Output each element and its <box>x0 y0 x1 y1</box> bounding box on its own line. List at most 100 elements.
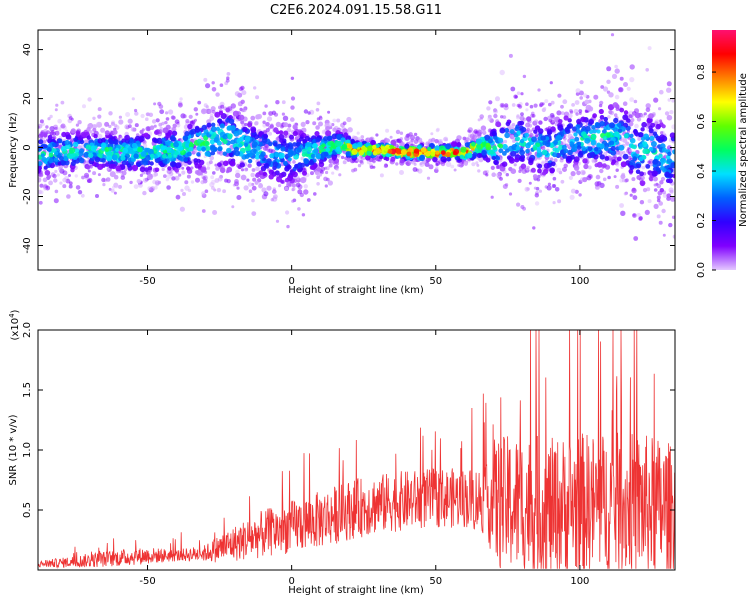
spectral-point <box>529 104 534 109</box>
spectral-point <box>319 159 324 164</box>
spectral-point <box>284 186 289 191</box>
spectral-point <box>408 132 413 137</box>
spectral-point <box>563 140 567 144</box>
spectral-point <box>184 180 189 185</box>
spectral-point <box>620 174 626 180</box>
spectral-point <box>227 133 233 139</box>
spectral-point <box>445 161 452 167</box>
spectral-point <box>195 177 200 183</box>
spectral-point <box>335 167 339 171</box>
spectral-point <box>225 78 230 83</box>
spectral-point <box>307 146 313 152</box>
spectral-point <box>55 103 59 107</box>
spectral-point <box>628 148 633 153</box>
spectral-point <box>42 139 47 144</box>
spectral-point <box>308 159 315 166</box>
spectral-point <box>481 150 487 156</box>
spectral-point <box>283 122 289 128</box>
spectral-point <box>285 210 290 215</box>
spectral-point <box>672 234 675 239</box>
spectral-point <box>357 141 363 148</box>
spectral-point <box>499 165 506 172</box>
chart-title: C2E6.2024.091.15.58.G11 <box>270 3 442 18</box>
spectral-point <box>230 125 236 131</box>
spectral-point <box>45 125 49 129</box>
spectral-point <box>556 167 562 173</box>
spectral-point <box>498 137 504 143</box>
spectral-point <box>247 122 253 128</box>
spectral-point <box>632 144 637 150</box>
spectral-point <box>290 105 295 110</box>
spectral-point <box>413 148 420 154</box>
spectral-point <box>167 166 172 171</box>
spectral-point <box>587 146 593 152</box>
spectral-point <box>662 233 666 237</box>
spectral-point <box>240 174 247 181</box>
spectral-point <box>366 145 373 152</box>
spectral-point <box>604 146 609 152</box>
spectral-point <box>574 136 580 142</box>
spectral-point <box>582 158 588 164</box>
spectral-point <box>599 121 605 127</box>
spectral-point <box>542 140 548 146</box>
spectral-point <box>234 150 241 157</box>
spectral-point <box>331 171 335 175</box>
spectral-point <box>161 137 166 143</box>
spectral-point <box>178 102 183 108</box>
spectral-point <box>273 127 279 133</box>
spectral-point <box>487 117 492 121</box>
spectral-point <box>565 155 572 162</box>
spectral-point <box>420 147 427 153</box>
spectral-point <box>305 120 310 125</box>
spectral-point <box>641 166 645 170</box>
spectral-point <box>241 122 246 127</box>
spectral-point <box>316 117 320 121</box>
spectral-point <box>598 108 604 115</box>
spectral-point <box>632 213 636 217</box>
spectral-point <box>291 187 296 191</box>
spectral-point <box>173 141 179 148</box>
spectral-point <box>43 165 48 170</box>
spectral-point <box>417 168 423 174</box>
spectral-point <box>549 168 555 174</box>
spectral-point <box>499 127 506 134</box>
spectral-point <box>291 183 296 188</box>
spectral-point <box>46 130 51 135</box>
spectral-point <box>69 147 76 154</box>
spectral-point <box>477 169 481 173</box>
spectral-point <box>552 152 558 158</box>
spectral-point <box>413 162 417 166</box>
spectral-point <box>569 141 574 146</box>
spectral-point <box>669 189 674 194</box>
spectral-point <box>629 133 634 138</box>
x-tick-label: 0 <box>288 276 294 287</box>
spectral-point <box>382 139 386 143</box>
spectral-point <box>586 175 592 181</box>
spectral-point <box>148 112 154 118</box>
spectral-point <box>546 185 552 191</box>
spectral-point <box>258 170 264 176</box>
spectral-point <box>519 115 525 121</box>
spectral-point <box>626 86 631 91</box>
spectral-point <box>133 153 139 159</box>
spectral-point <box>594 181 600 187</box>
spectral-point <box>83 172 90 178</box>
spectral-point <box>647 46 652 51</box>
spectral-point <box>303 189 309 195</box>
spectral-point <box>618 144 625 151</box>
spectral-point <box>527 137 533 142</box>
spectral-point <box>656 214 661 219</box>
spectral-point <box>643 112 647 116</box>
spectral-point <box>214 163 218 167</box>
spectral-point <box>613 131 620 138</box>
spectral-point <box>165 117 170 121</box>
spectral-point <box>614 68 620 74</box>
spectral-point <box>172 123 177 128</box>
spectral-point <box>181 166 185 170</box>
spectral-point <box>666 87 672 93</box>
spectral-point <box>632 195 638 200</box>
spectral-point <box>209 182 215 188</box>
spectral-point <box>652 159 658 165</box>
spectral-point <box>115 165 122 172</box>
spectral-point <box>39 190 44 195</box>
